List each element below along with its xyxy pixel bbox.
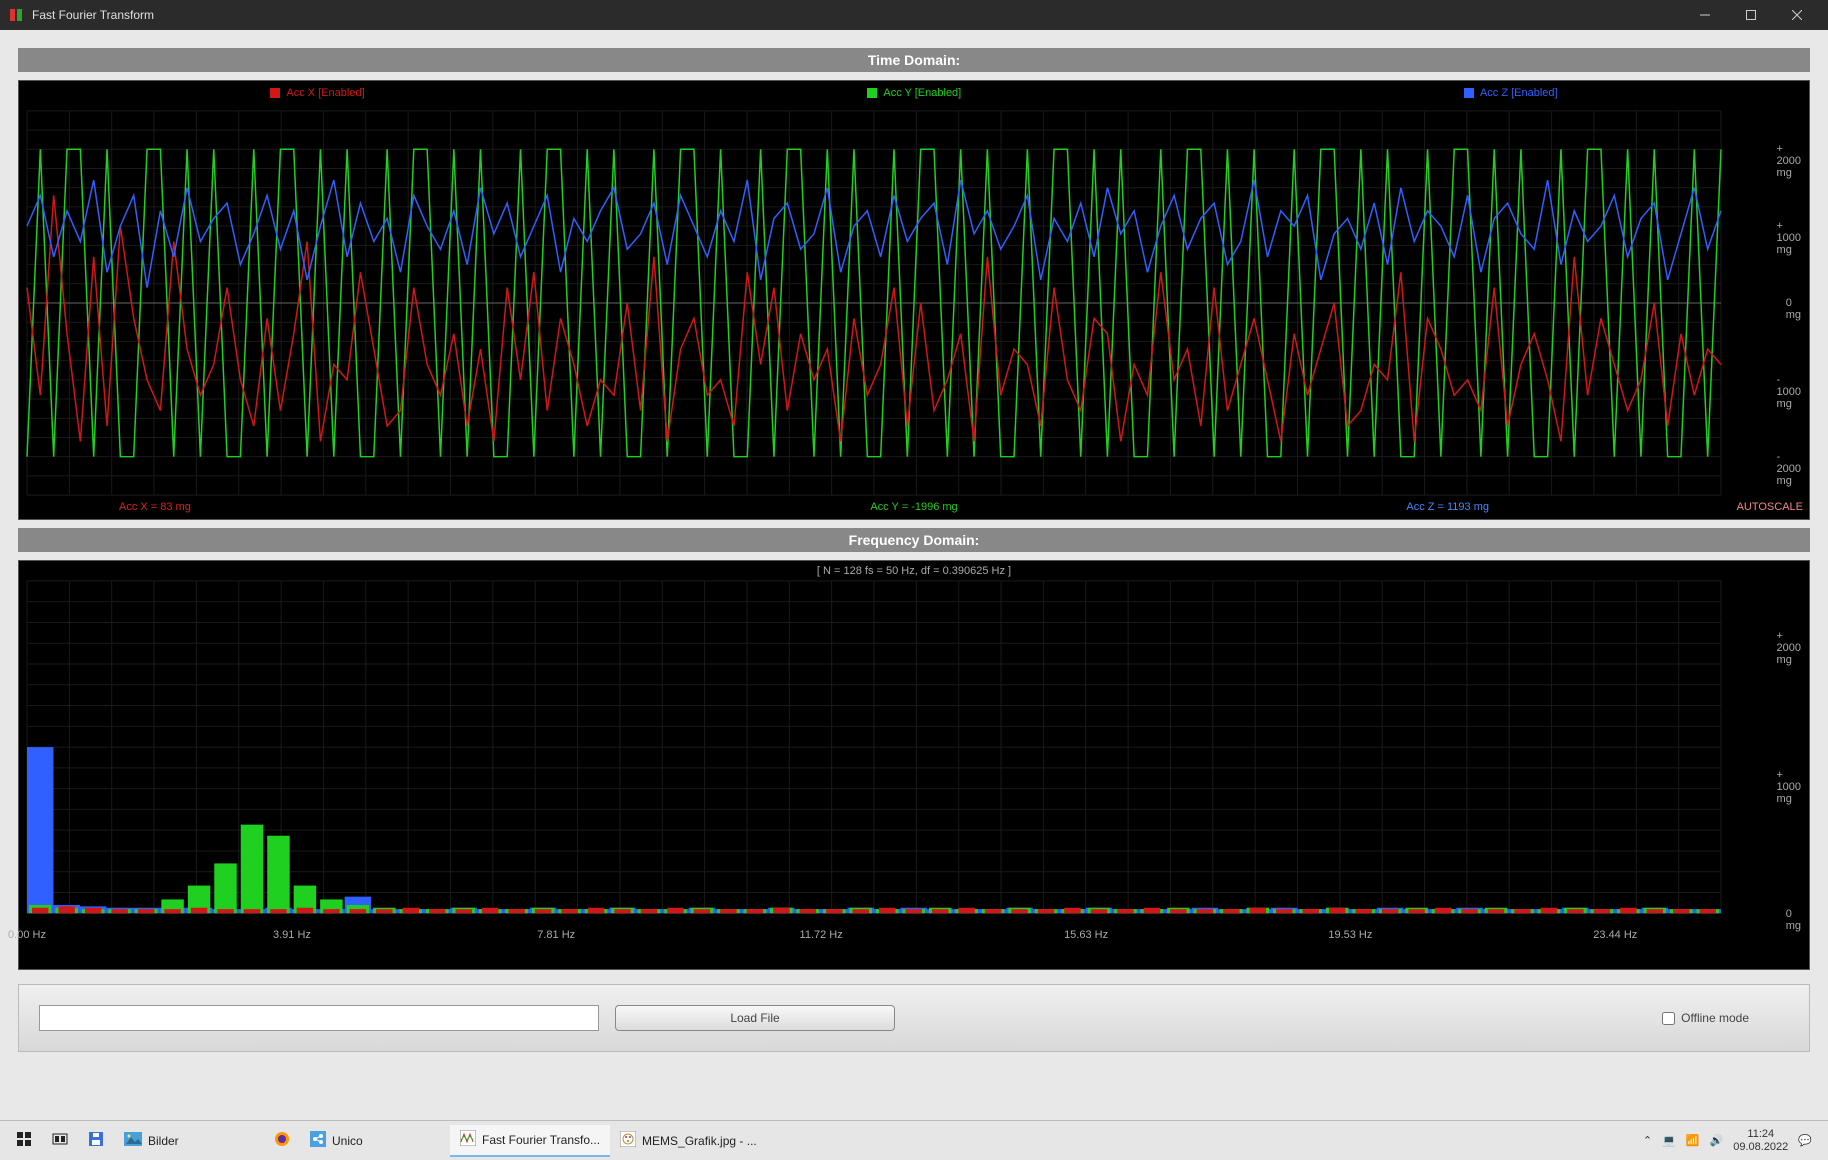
tray-volume-icon[interactable]: 🔊	[1710, 1134, 1724, 1147]
clock-time: 11:24	[1733, 1128, 1788, 1140]
taskbar-item-save[interactable]	[78, 1125, 114, 1157]
maximize-button[interactable]	[1728, 0, 1774, 30]
taskbar-item-taskview[interactable]	[42, 1125, 78, 1157]
taskbar-item-pictures[interactable]: Bilder	[114, 1125, 264, 1157]
taskbar-clock[interactable]: 11:24 09.08.2022	[1733, 1128, 1788, 1152]
legend-y-label: Acc Y [Enabled]	[883, 87, 961, 99]
status-acc-z: Acc Z = 1193 mg	[1406, 501, 1489, 513]
save-icon	[88, 1131, 104, 1150]
unico-icon	[310, 1131, 326, 1150]
fft-icon	[460, 1130, 476, 1149]
tray-network-icon[interactable]: 📶	[1686, 1134, 1700, 1147]
load-file-button[interactable]: Load File	[615, 1005, 895, 1031]
paint-icon	[620, 1131, 636, 1150]
freq-xtick: 19.53 Hz	[1328, 929, 1372, 941]
time-status-row: Acc X = 83 mg Acc Y = -1996 mg Acc Z = 1…	[19, 501, 1809, 513]
window-title: Fast Fourier Transform	[32, 8, 154, 22]
time-domain-title: Time Domain:	[18, 48, 1810, 72]
app-icon	[8, 7, 24, 23]
pictures-icon	[124, 1132, 142, 1149]
titlebar: Fast Fourier Transform	[0, 0, 1828, 30]
time-legend: Acc X [Enabled] Acc Y [Enabled] Acc Z [E…	[19, 87, 1809, 99]
taskbar-item-win[interactable]	[6, 1125, 42, 1157]
legend-x-label: Acc X [Enabled]	[286, 87, 364, 99]
status-acc-y: Acc Y = -1996 mg	[870, 501, 957, 513]
offline-label: Offline mode	[1681, 1011, 1749, 1025]
close-button[interactable]	[1774, 0, 1820, 30]
taskbar-item-paint[interactable]: MEMS_Grafik.jpg - ...	[610, 1125, 767, 1157]
autoscale-label[interactable]: AUTOSCALE	[1737, 501, 1803, 513]
clock-date: 09.08.2022	[1733, 1141, 1788, 1153]
firefox-icon	[274, 1131, 290, 1150]
minimize-button[interactable]	[1682, 0, 1728, 30]
taskbar-item-unico[interactable]: Unico	[300, 1125, 450, 1157]
time-domain-svg	[19, 81, 1809, 519]
tray-chevron-icon[interactable]: ⌃	[1643, 1134, 1652, 1147]
freq-xtick: 11.72 Hz	[800, 929, 843, 941]
taskbar-label: Bilder	[148, 1134, 179, 1148]
taskbar-item-fft[interactable]: Fast Fourier Transfo...	[450, 1125, 610, 1157]
taskbar[interactable]: Bilder Unico Fast Fourier Transfo... MEMS_G…	[0, 1120, 1828, 1160]
freq-domain-chart[interactable]: [ N = 128 fs = 50 Hz, df = 0.390625 Hz ]…	[18, 560, 1810, 970]
taskview-icon	[52, 1131, 68, 1150]
legend-x[interactable]: Acc X [Enabled]	[270, 87, 364, 99]
main-area: Time Domain: Acc X [Enabled] Acc Y [Enab…	[0, 30, 1828, 1120]
taskbar-label: Fast Fourier Transfo...	[482, 1133, 600, 1147]
offline-checkbox[interactable]	[1662, 1012, 1675, 1025]
swatch-y-icon	[867, 88, 877, 98]
freq-xtick: 0.00 Hz	[8, 929, 46, 941]
freq-domain-svg	[19, 561, 1809, 969]
freq-xtick: 15.63 Hz	[1064, 929, 1108, 941]
taskbar-label: MEMS_Grafik.jpg - ...	[642, 1134, 757, 1148]
swatch-z-icon	[1464, 88, 1474, 98]
taskbar-item-firefox[interactable]	[264, 1125, 300, 1157]
freq-domain-title: Frequency Domain:	[18, 528, 1810, 552]
taskbar-label: Unico	[332, 1134, 363, 1148]
freq-xtick: 7.81 Hz	[537, 929, 575, 941]
bottom-panel: Load File Offline mode	[18, 984, 1810, 1052]
legend-z-label: Acc Z [Enabled]	[1480, 87, 1558, 99]
file-path-input[interactable]	[39, 1005, 599, 1031]
freq-info: [ N = 128 fs = 50 Hz, df = 0.390625 Hz ]	[19, 565, 1809, 577]
offline-mode-wrap[interactable]: Offline mode	[1662, 1011, 1749, 1025]
tray-monitor-icon[interactable]: 💻	[1662, 1134, 1676, 1147]
tray-notifications-icon[interactable]: 💬	[1798, 1134, 1812, 1147]
swatch-x-icon	[270, 88, 280, 98]
freq-xtick: 3.91 Hz	[273, 929, 311, 941]
win-icon	[16, 1131, 32, 1150]
system-tray[interactable]: ⌃ 💻 📶 🔊 11:24 09.08.2022 💬	[1643, 1128, 1822, 1152]
time-domain-chart[interactable]: Acc X [Enabled] Acc Y [Enabled] Acc Z [E…	[18, 80, 1810, 520]
status-acc-x: Acc X = 83 mg	[119, 501, 191, 513]
freq-xtick: 23.44 Hz	[1593, 929, 1637, 941]
legend-z[interactable]: Acc Z [Enabled]	[1464, 87, 1558, 99]
legend-y[interactable]: Acc Y [Enabled]	[867, 87, 961, 99]
